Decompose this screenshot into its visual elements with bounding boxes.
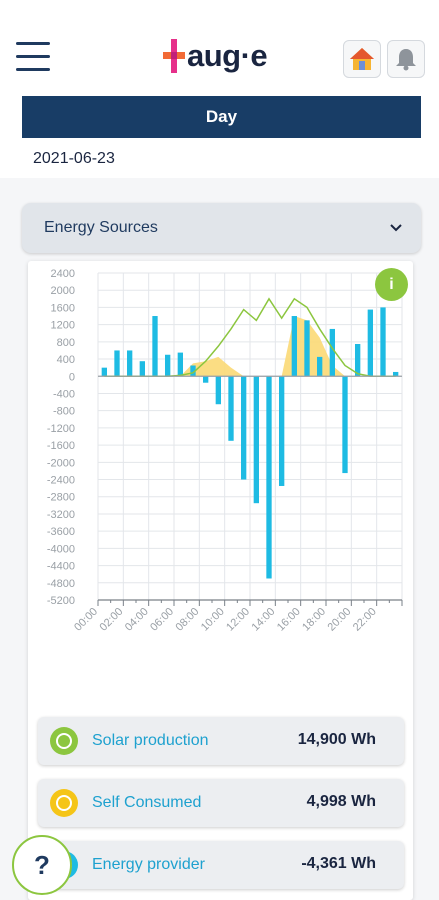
- notifications-button[interactable]: [387, 40, 425, 78]
- chevron-down-icon: [390, 224, 402, 232]
- chart-bar: [152, 316, 158, 377]
- y-tick-label: -1600: [47, 440, 75, 452]
- chart-bar: [253, 376, 259, 504]
- chart-bar: [329, 328, 335, 377]
- x-tick-label: 10:00: [199, 606, 227, 634]
- stat-row[interactable]: Self Consumed 4,998 Wh: [38, 779, 404, 827]
- x-tick-label: 12:00: [224, 606, 252, 634]
- chart-bar: [228, 376, 234, 441]
- chart-bar: [165, 354, 171, 377]
- y-tick-label: 1200: [51, 320, 75, 332]
- energy-view-dropdown[interactable]: Energy Sources: [22, 203, 421, 253]
- dropdown-value: Energy Sources: [44, 219, 158, 236]
- brand-logo: aug·e: [163, 36, 268, 76]
- logo-text: aug·e: [187, 38, 268, 73]
- stat-label: Energy provider: [92, 856, 205, 873]
- y-tick-label: 0: [69, 371, 75, 383]
- stat-row[interactable]: Energy provider -4,361 Wh: [38, 841, 404, 889]
- chart-bar: [317, 356, 323, 377]
- chart-bar: [190, 365, 196, 377]
- chart-bar: [380, 307, 386, 377]
- house-icon: [350, 48, 374, 70]
- chart-bar: [241, 376, 247, 480]
- y-tick-label: 400: [57, 354, 75, 366]
- chart-bar: [393, 371, 399, 377]
- stat-value: 14,900 Wh: [297, 731, 376, 748]
- y-tick-label: -400: [53, 388, 75, 400]
- stat-value: 4,998 Wh: [306, 793, 376, 810]
- chart-bar: [203, 376, 209, 383]
- chart-bar: [101, 367, 107, 377]
- x-tick-label: 20:00: [326, 606, 354, 634]
- chart-bar: [342, 376, 348, 474]
- x-tick-label: 06:00: [148, 606, 176, 634]
- x-tick-label: 14:00: [250, 606, 278, 634]
- period-selector[interactable]: Day: [22, 96, 421, 138]
- chart-bar: [127, 350, 133, 377]
- y-tick-label: -800: [53, 406, 75, 418]
- chart-bar: [266, 376, 272, 579]
- energy-chart: 2400 2000 1600 1200 800 400 0 -400 -800 -1200 -160…: [47, 268, 403, 634]
- x-tick-label: 08:00: [174, 606, 202, 634]
- chart-bar: [114, 350, 120, 377]
- y-tick-label: 1600: [51, 302, 75, 314]
- y-tick-label: -2400: [47, 475, 75, 487]
- y-tick-label: 800: [57, 337, 75, 349]
- x-tick-label: 18:00: [300, 606, 328, 634]
- x-tick-label: 00:00: [72, 606, 100, 634]
- chart-bar: [291, 316, 297, 377]
- y-tick-label: -5200: [47, 595, 75, 607]
- help-button[interactable]: ?: [12, 835, 72, 895]
- self-consumed-area: [98, 316, 402, 377]
- logo-mark-icon: [163, 39, 185, 73]
- info-button[interactable]: i: [375, 268, 408, 301]
- chart-bar: [304, 320, 310, 377]
- stat-label: Self Consumed: [92, 794, 202, 811]
- stat-row[interactable]: Solar production 14,900 Wh: [38, 717, 404, 765]
- solar-panel-icon: [50, 727, 78, 755]
- x-tick-label: 16:00: [275, 606, 303, 634]
- chart-bar: [355, 343, 361, 377]
- y-tick-label: -4000: [47, 543, 75, 555]
- self-consumption-icon: [50, 789, 78, 817]
- x-tick-label: 04:00: [123, 606, 151, 634]
- home-button[interactable]: [343, 40, 381, 78]
- chart-bar: [279, 376, 285, 486]
- menu-icon[interactable]: [16, 42, 50, 72]
- x-tick-label: 22:00: [351, 606, 379, 634]
- y-tick-label: -2000: [47, 457, 75, 469]
- chart-bar: [215, 376, 221, 405]
- y-tick-label: -4800: [47, 578, 75, 590]
- y-tick-label: -1200: [47, 423, 75, 435]
- y-tick-label: 2400: [51, 268, 75, 280]
- chart-bar: [367, 309, 373, 377]
- chart-bar: [139, 361, 145, 377]
- top-bar: aug·e: [0, 0, 439, 95]
- y-tick-label: -3200: [47, 509, 75, 521]
- y-tick-label: -4400: [47, 561, 75, 573]
- y-tick-label: 2000: [51, 285, 75, 297]
- stat-label: Solar production: [92, 732, 209, 749]
- chart-bar: [177, 352, 183, 377]
- bell-icon: [396, 49, 416, 71]
- x-tick-label: 02:00: [98, 606, 126, 634]
- y-tick-label: -3600: [47, 526, 75, 538]
- stat-value: -4,361 Wh: [301, 855, 376, 872]
- y-tick-label: -2800: [47, 492, 75, 504]
- selected-date[interactable]: 2021-06-23: [33, 150, 115, 167]
